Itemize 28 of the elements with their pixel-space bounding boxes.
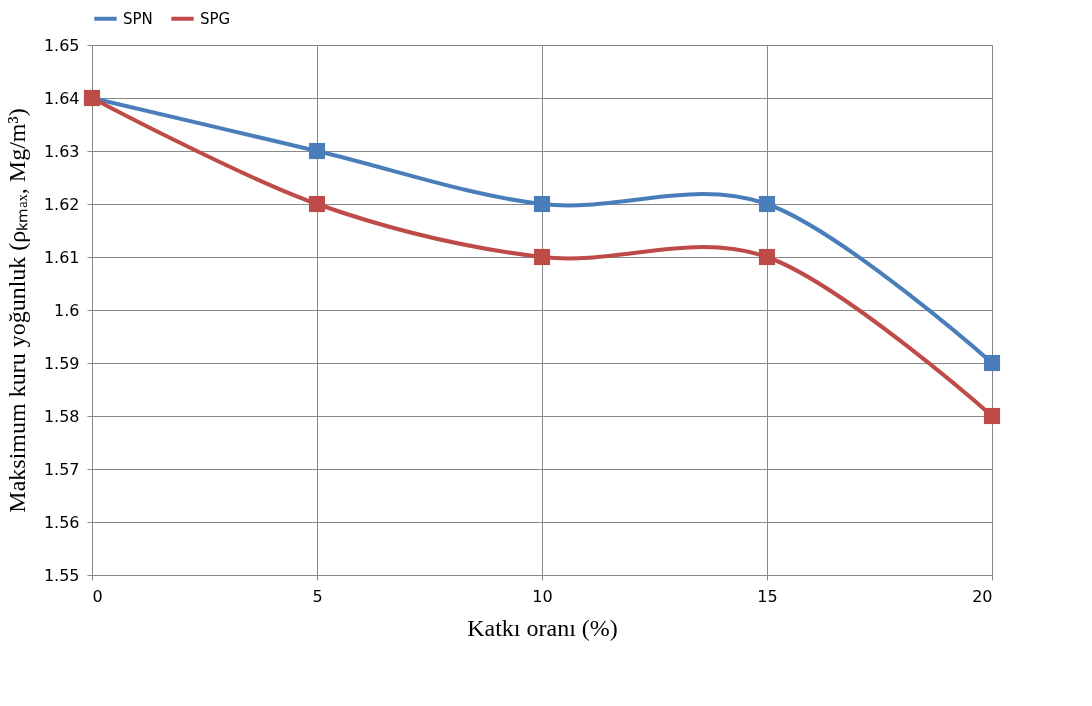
x-tick-label: 0 [92,586,103,606]
point [308,142,326,160]
y-tick-label: 1.58 [43,406,80,426]
point [758,248,776,266]
y-tick-label: 1.55 [43,565,80,585]
legend-label: SPN [123,9,153,28]
point [983,354,1001,372]
x-axis-title: Katkı oranı (%) [467,614,618,641]
y-tick-label: 1.62 [43,194,80,214]
x-tick-label: 10 [532,586,553,606]
legend-label: SPG [200,9,231,28]
point [983,407,1001,425]
x-tick-label: 15 [757,586,778,606]
y-tick-label: 1.56 [43,512,80,532]
point [533,248,551,266]
y-axis-title: Maksimum kuru yoğunluk (ρₖₘₐₓ, Mg/m³) [3,108,30,513]
x-tick-label: 5 [312,586,323,606]
y-tick-label: 1.64 [43,88,80,108]
y-tick-label: 1.61 [43,247,80,267]
y-tick-label: 1.65 [43,35,80,55]
y-tick-label: 1.6 [54,300,80,320]
point [758,195,776,213]
point [308,195,326,213]
x-tick-label: 20 [972,586,993,606]
point [533,195,551,213]
y-tick-label: 1.63 [43,141,80,161]
y-tick-label: 1.57 [43,459,80,479]
y-tick-label: 1.59 [43,353,80,373]
